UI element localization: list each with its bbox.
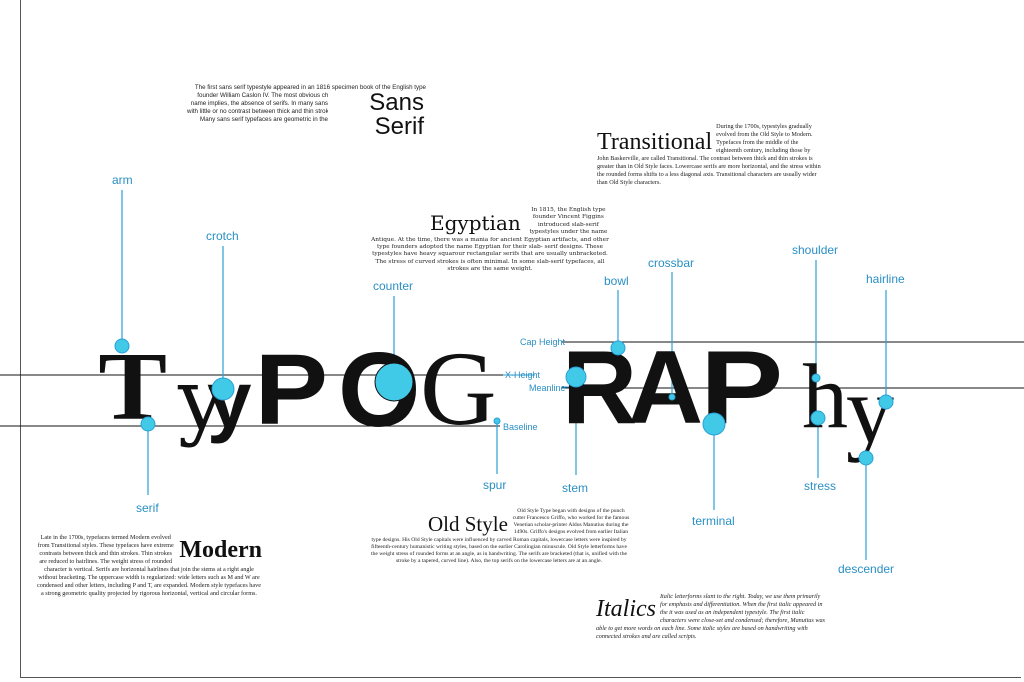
crotch-marker [211,377,235,401]
egyptian-section: Egyptian In 1815, the English type found… [368,207,612,274]
letter-A: A [628,330,704,446]
label-spur: spur [483,478,507,492]
old-style-heading: Old Style [428,512,508,536]
letter-y-sans: y [207,355,252,444]
letter-G: G [420,330,497,447]
egyptian-text: In 1815, the English type founder Vincen… [371,207,609,273]
label-crossbar: crossbar [648,256,695,270]
stem-marker [565,366,587,388]
guide-cap-height: Cap Height [520,337,566,347]
spur-marker [493,417,501,425]
label-bowl: bowl [604,274,629,288]
modern-heading: Modern [179,537,262,563]
bowl-marker [610,340,626,356]
transitional-section: Transitional During the 1700s, typestyle… [597,123,821,187]
letter-T: T [98,333,168,441]
sans-serif-section: Sans Serif The first sans serif typestyl… [186,84,426,139]
guide-meanline: Meanline [529,383,566,393]
stress-marker [810,410,826,426]
terminal-marker [702,412,726,436]
italics-heading: Italics [596,596,656,622]
label-hairline: hairline [866,272,905,286]
label-stress: stress [804,479,837,493]
label-shoulder: shoulder [792,243,839,257]
sans-serif-heading: Sans Serif [328,91,426,139]
arm-marker [114,338,130,354]
modern-text: Late in the 1700s, typefaces termed Mode… [37,534,261,597]
guide-x-height: X-Height [505,370,541,380]
letter-R: R [562,330,638,446]
descender-marker [858,450,874,466]
egyptian-heading: Egyptian [430,211,521,235]
counter-marker [374,362,414,402]
label-crotch: crotch [206,229,239,243]
serif-marker [140,416,156,432]
label-serif: serif [136,501,159,515]
modern-section: Modern Late in the 1700s, typefaces term… [36,534,262,598]
transitional-heading: Transitional [597,129,713,155]
page-frame [20,0,1021,678]
italics-section: Italics Italic letterforms slant to the … [596,593,828,641]
italics-text: Italic letterforms slant to the right. T… [596,593,825,640]
label-stem: stem [562,481,589,495]
label-descender: descender [838,562,895,576]
guide-baseline: Baseline [503,422,538,432]
label-arm: arm [112,173,133,187]
label-terminal: terminal [692,514,735,528]
letter-y-serif: y [178,351,226,449]
old-style-text: Old Style Type began with designs of the… [370,508,630,565]
transitional-text: During the 1700s, typestyles gradually e… [597,123,821,186]
label-counter: counter [373,279,414,293]
old-style-section: Old Style Old Style Type began with desi… [368,508,630,565]
letter-h: h [802,345,848,447]
shoulder-marker [811,373,821,383]
letter-P-heavy: P [254,334,329,446]
crossbar-marker [668,393,676,401]
hairline-marker [878,394,894,410]
